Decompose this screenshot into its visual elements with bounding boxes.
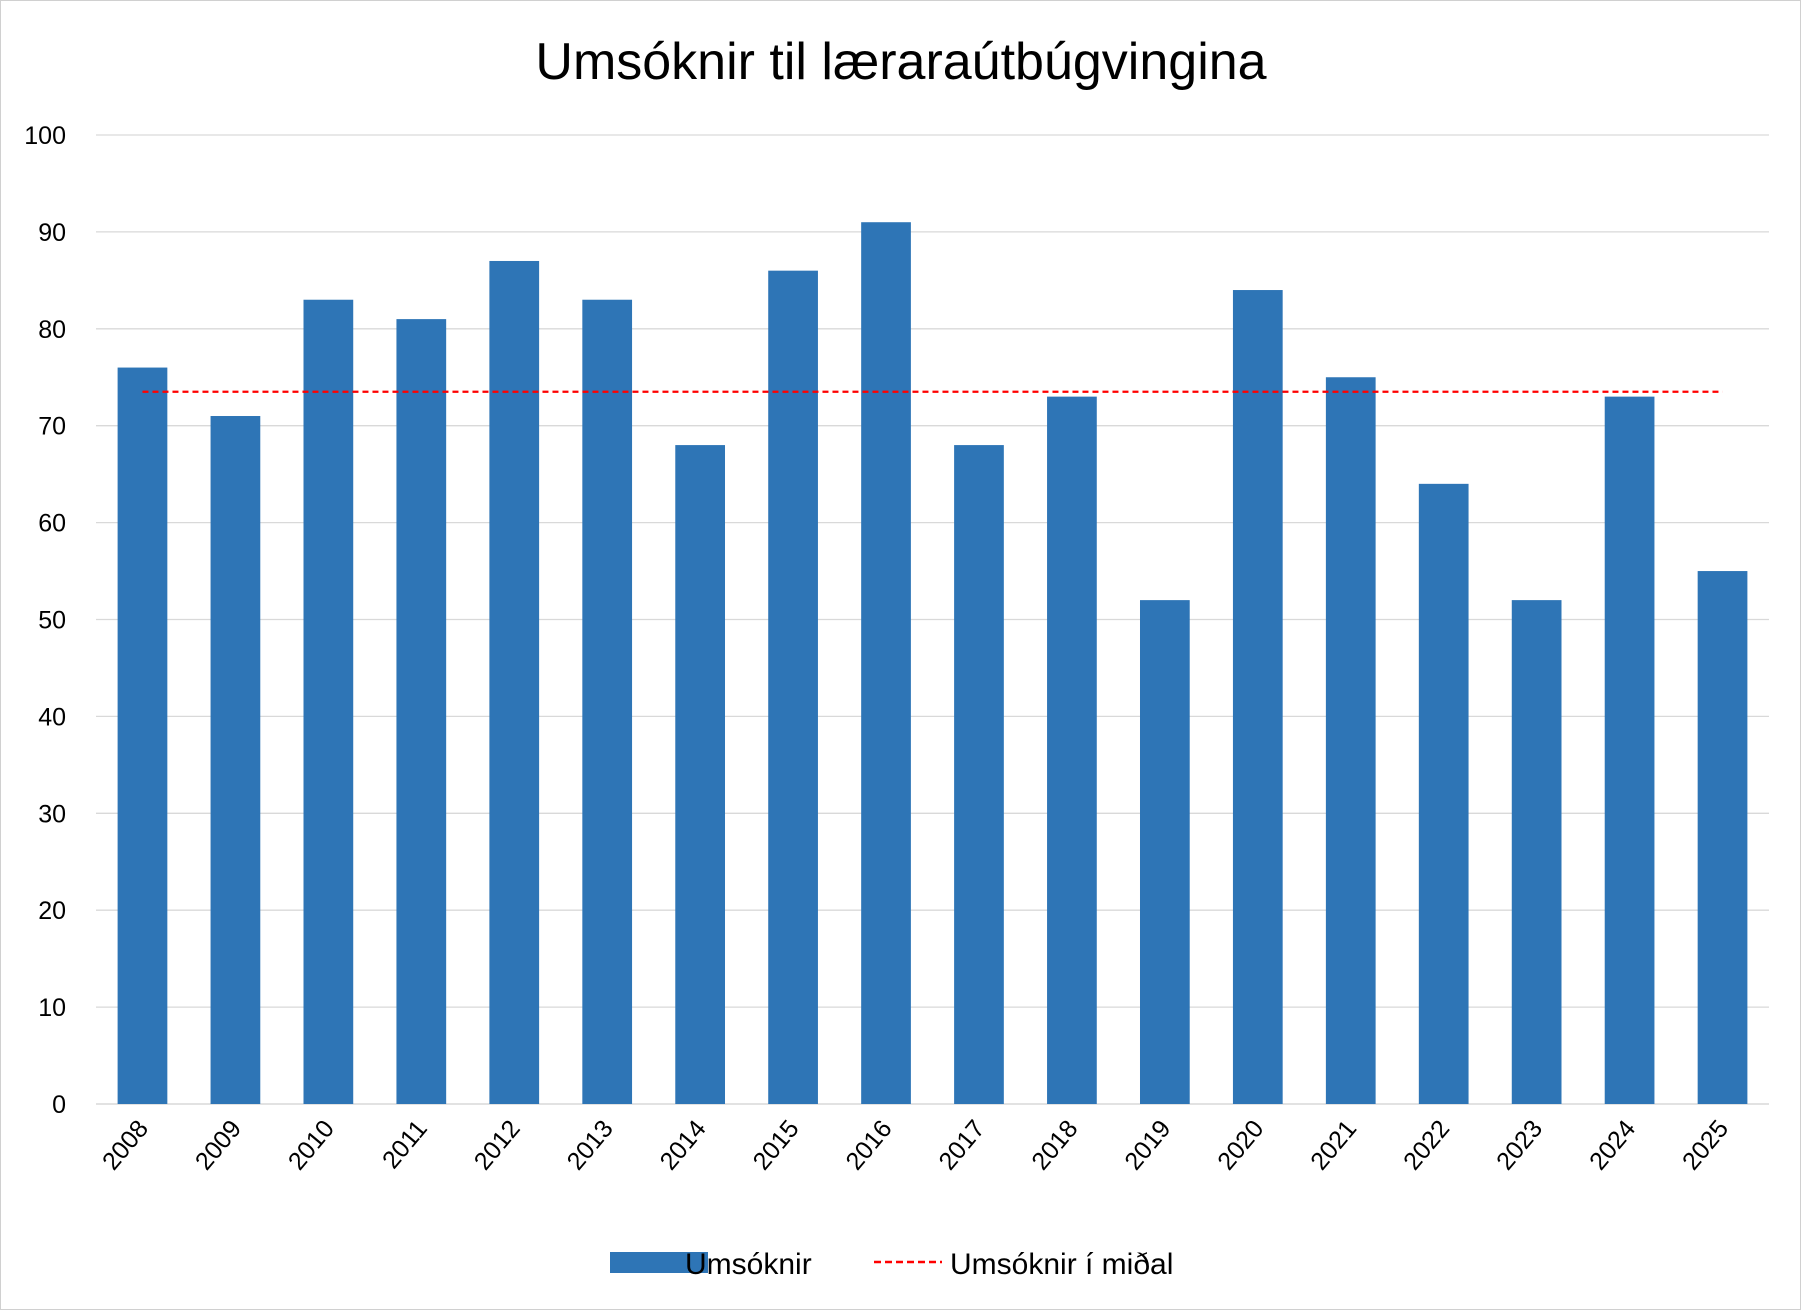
x-tick-label: 2025 [1677,1115,1734,1176]
x-axis: 2008 2009 2010 2011 2012 2013 2014 2015 2016 2017… [97,1115,1734,1176]
x-tick-label: 2013 [562,1115,619,1176]
legend: Umsóknir Umsóknir í miðal [610,1248,1173,1281]
x-tick-label: 2024 [1584,1115,1641,1176]
legend-label-bar: Umsóknir [685,1248,812,1281]
bar [675,445,726,1105]
chart-title: Umsóknir til læraraútbúgvingina [535,33,1266,91]
bar [861,222,911,1104]
y-tick-label: 40 [38,703,66,731]
x-tick-label: 2011 [377,1115,433,1174]
y-axis: 0 10 20 30 40 50 60 70 80 90 100 [24,122,66,1119]
bar [1418,483,1469,1105]
bar [1697,571,1748,1104]
x-tick-label: 2023 [1491,1115,1548,1176]
x-tick-label: 2010 [283,1115,340,1176]
bar [210,416,261,1104]
x-tick-label: 2016 [840,1115,897,1176]
y-tick-label: 100 [24,122,66,150]
x-tick-label: 2012 [469,1115,526,1176]
y-tick-label: 90 [38,219,66,247]
y-tick-label: 80 [38,316,66,344]
x-tick-label: 2022 [1398,1115,1455,1176]
x-tick-label: 2017 [933,1115,990,1176]
bar [1047,396,1097,1104]
x-tick-label: 2008 [97,1115,154,1176]
bar-series [117,222,1748,1105]
x-tick-label: 2014 [655,1115,712,1176]
y-tick-label: 20 [38,897,66,925]
bar [1511,600,1562,1104]
x-tick-label: 2018 [1026,1115,1083,1176]
bar [1604,396,1655,1104]
bar [303,299,354,1105]
y-tick-label: 60 [38,510,66,538]
x-tick-label: 2019 [1119,1115,1176,1176]
x-tick-label: 2021 [1305,1115,1362,1176]
bar [1139,600,1190,1104]
bar [954,445,1004,1105]
bar [768,270,818,1104]
bar [489,260,540,1105]
bar [1232,290,1283,1104]
legend-swatch-bar [610,1252,708,1273]
bar [117,367,168,1104]
y-tick-label: 70 [38,413,66,441]
y-tick-label: 50 [38,607,66,635]
x-tick-label: 2015 [747,1115,804,1176]
y-tick-label: 0 [52,1091,66,1119]
x-tick-label: 2020 [1212,1115,1269,1176]
y-tick-label: 10 [38,994,66,1022]
x-tick-label: 2009 [190,1115,247,1176]
bar [1325,377,1376,1104]
legend-label-line: Umsóknir í miðal [950,1248,1173,1281]
bar [582,299,633,1105]
y-tick-label: 30 [38,800,66,828]
bar [396,319,447,1104]
gridlines [96,134,1769,1105]
